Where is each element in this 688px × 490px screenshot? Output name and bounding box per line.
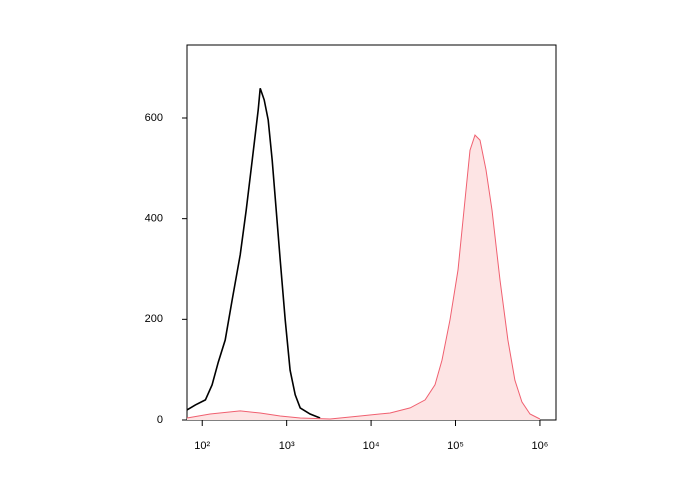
y-tick-label: 200 <box>145 313 163 325</box>
histogram-area <box>187 135 540 420</box>
x-tick-label: 10³ <box>279 440 295 452</box>
y-tick-label: 400 <box>145 213 163 225</box>
x-tick-label: 10⁶ <box>532 440 549 452</box>
x-tick-label: 10² <box>194 440 210 452</box>
histogram-line <box>186 134 541 420</box>
histogram-line <box>186 88 321 419</box>
x-tick-label: 10⁴ <box>363 440 380 452</box>
y-tick-label: 600 <box>145 112 163 124</box>
y-tick-label: 0 <box>157 414 163 426</box>
x-tick-label: 10⁵ <box>447 440 464 452</box>
